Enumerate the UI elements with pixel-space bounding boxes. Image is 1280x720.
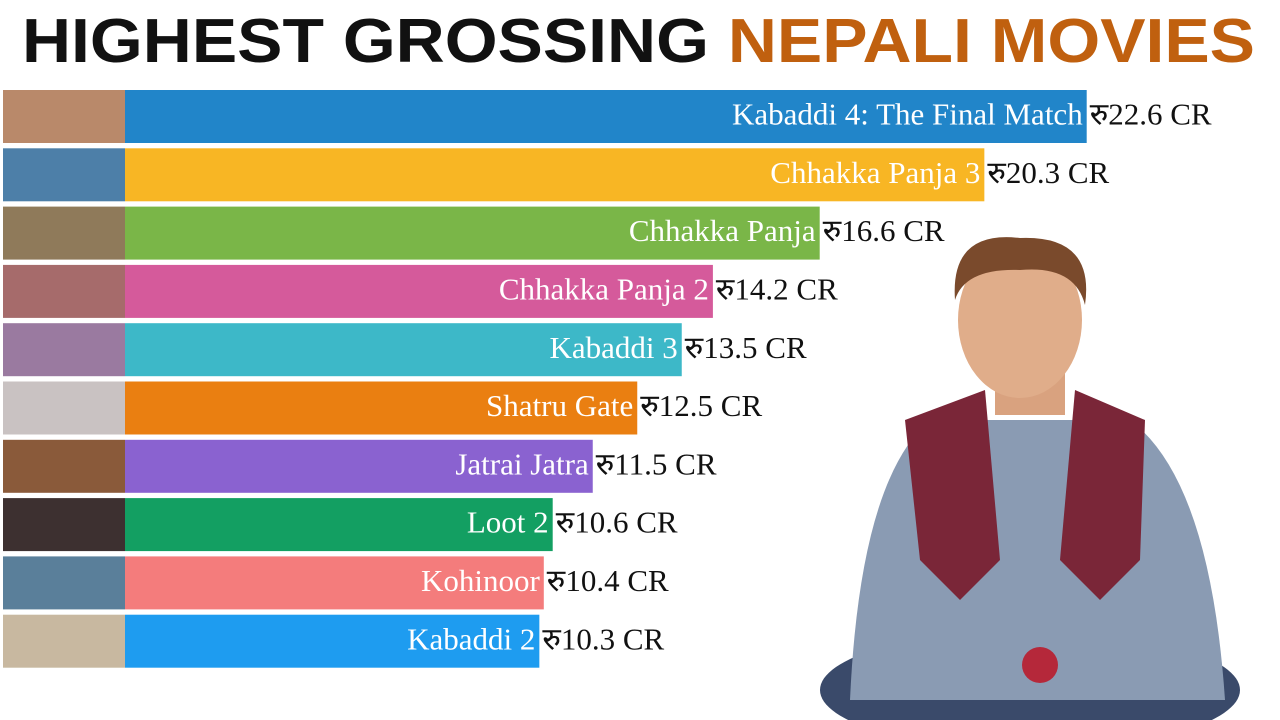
value-label: रु11.5 CR	[596, 446, 717, 481]
poster	[3, 498, 125, 552]
bar-label: Shatru Gate	[486, 388, 633, 423]
bar	[125, 556, 544, 610]
bar	[125, 439, 593, 493]
poster	[3, 439, 125, 493]
poster	[3, 381, 125, 435]
bar	[125, 498, 553, 552]
poster	[3, 90, 125, 143]
poster	[3, 264, 125, 318]
bar	[125, 381, 638, 435]
bar-label: Chhakka Panja 2	[499, 272, 709, 307]
person-illustration	[820, 237, 1240, 720]
poster	[3, 148, 125, 202]
bar-label: Jatrai Jatra	[455, 446, 589, 481]
bar	[125, 206, 820, 260]
bar	[125, 614, 540, 668]
bar	[125, 90, 1087, 143]
bar-label: Chhakka Panja	[629, 213, 816, 248]
value-label: रु14.2 CR	[716, 272, 838, 307]
value-label: रु12.5 CR	[640, 388, 762, 423]
bar-label: Loot 2	[467, 505, 549, 540]
bar-label: Kabaddi 4: The Final Match	[732, 97, 1083, 132]
bar-label: Kohinoor	[421, 563, 541, 598]
poster	[3, 556, 125, 610]
poster	[3, 614, 125, 668]
bar	[125, 148, 985, 202]
value-label: रु10.4 CR	[547, 563, 669, 598]
value-label: रु13.5 CR	[685, 330, 807, 365]
poster	[3, 206, 125, 260]
bar	[125, 323, 682, 377]
bar-label: Kabaddi 2	[407, 621, 535, 656]
value-label: रु22.6 CR	[1090, 97, 1212, 132]
title-part: HIGHEST GROSSING	[22, 7, 709, 76]
value-label: रु16.6 CR	[823, 213, 945, 248]
bar-label: Chhakka Panja 3	[770, 155, 980, 190]
value-label: रु10.3 CR	[542, 621, 664, 656]
bar	[125, 264, 713, 318]
value-label: रु20.3 CR	[987, 155, 1109, 190]
chart-title: HIGHEST GROSSING NEPALI MOVIES	[22, 7, 1255, 76]
bar-label: Kabaddi 3	[549, 330, 677, 365]
title-highlight: NEPALI MOVIES	[728, 7, 1255, 76]
value-label: रु10.6 CR	[556, 505, 678, 540]
poster	[3, 323, 125, 377]
